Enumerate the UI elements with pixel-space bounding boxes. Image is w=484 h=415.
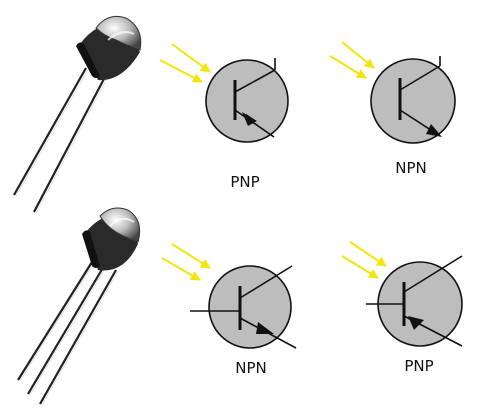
phototransistor-symbol-pnp-bottom: PNP <box>341 241 463 375</box>
phototransistor-symbol-npn-bottom: NPN <box>161 243 297 377</box>
phototransistor-symbol-pnp-top: PNP <box>159 43 289 191</box>
symbol-label-2: NPN <box>395 159 427 177</box>
phototransistor-3lead-icon <box>17 207 141 406</box>
symbol-label-3: NPN <box>235 359 267 377</box>
symbol-label-4: PNP <box>404 357 433 375</box>
symbol-label-1: PNP <box>230 173 259 191</box>
phototransistor-2lead-icon <box>13 15 142 214</box>
phototransistor-symbol-npn-top: NPN <box>329 41 456 177</box>
